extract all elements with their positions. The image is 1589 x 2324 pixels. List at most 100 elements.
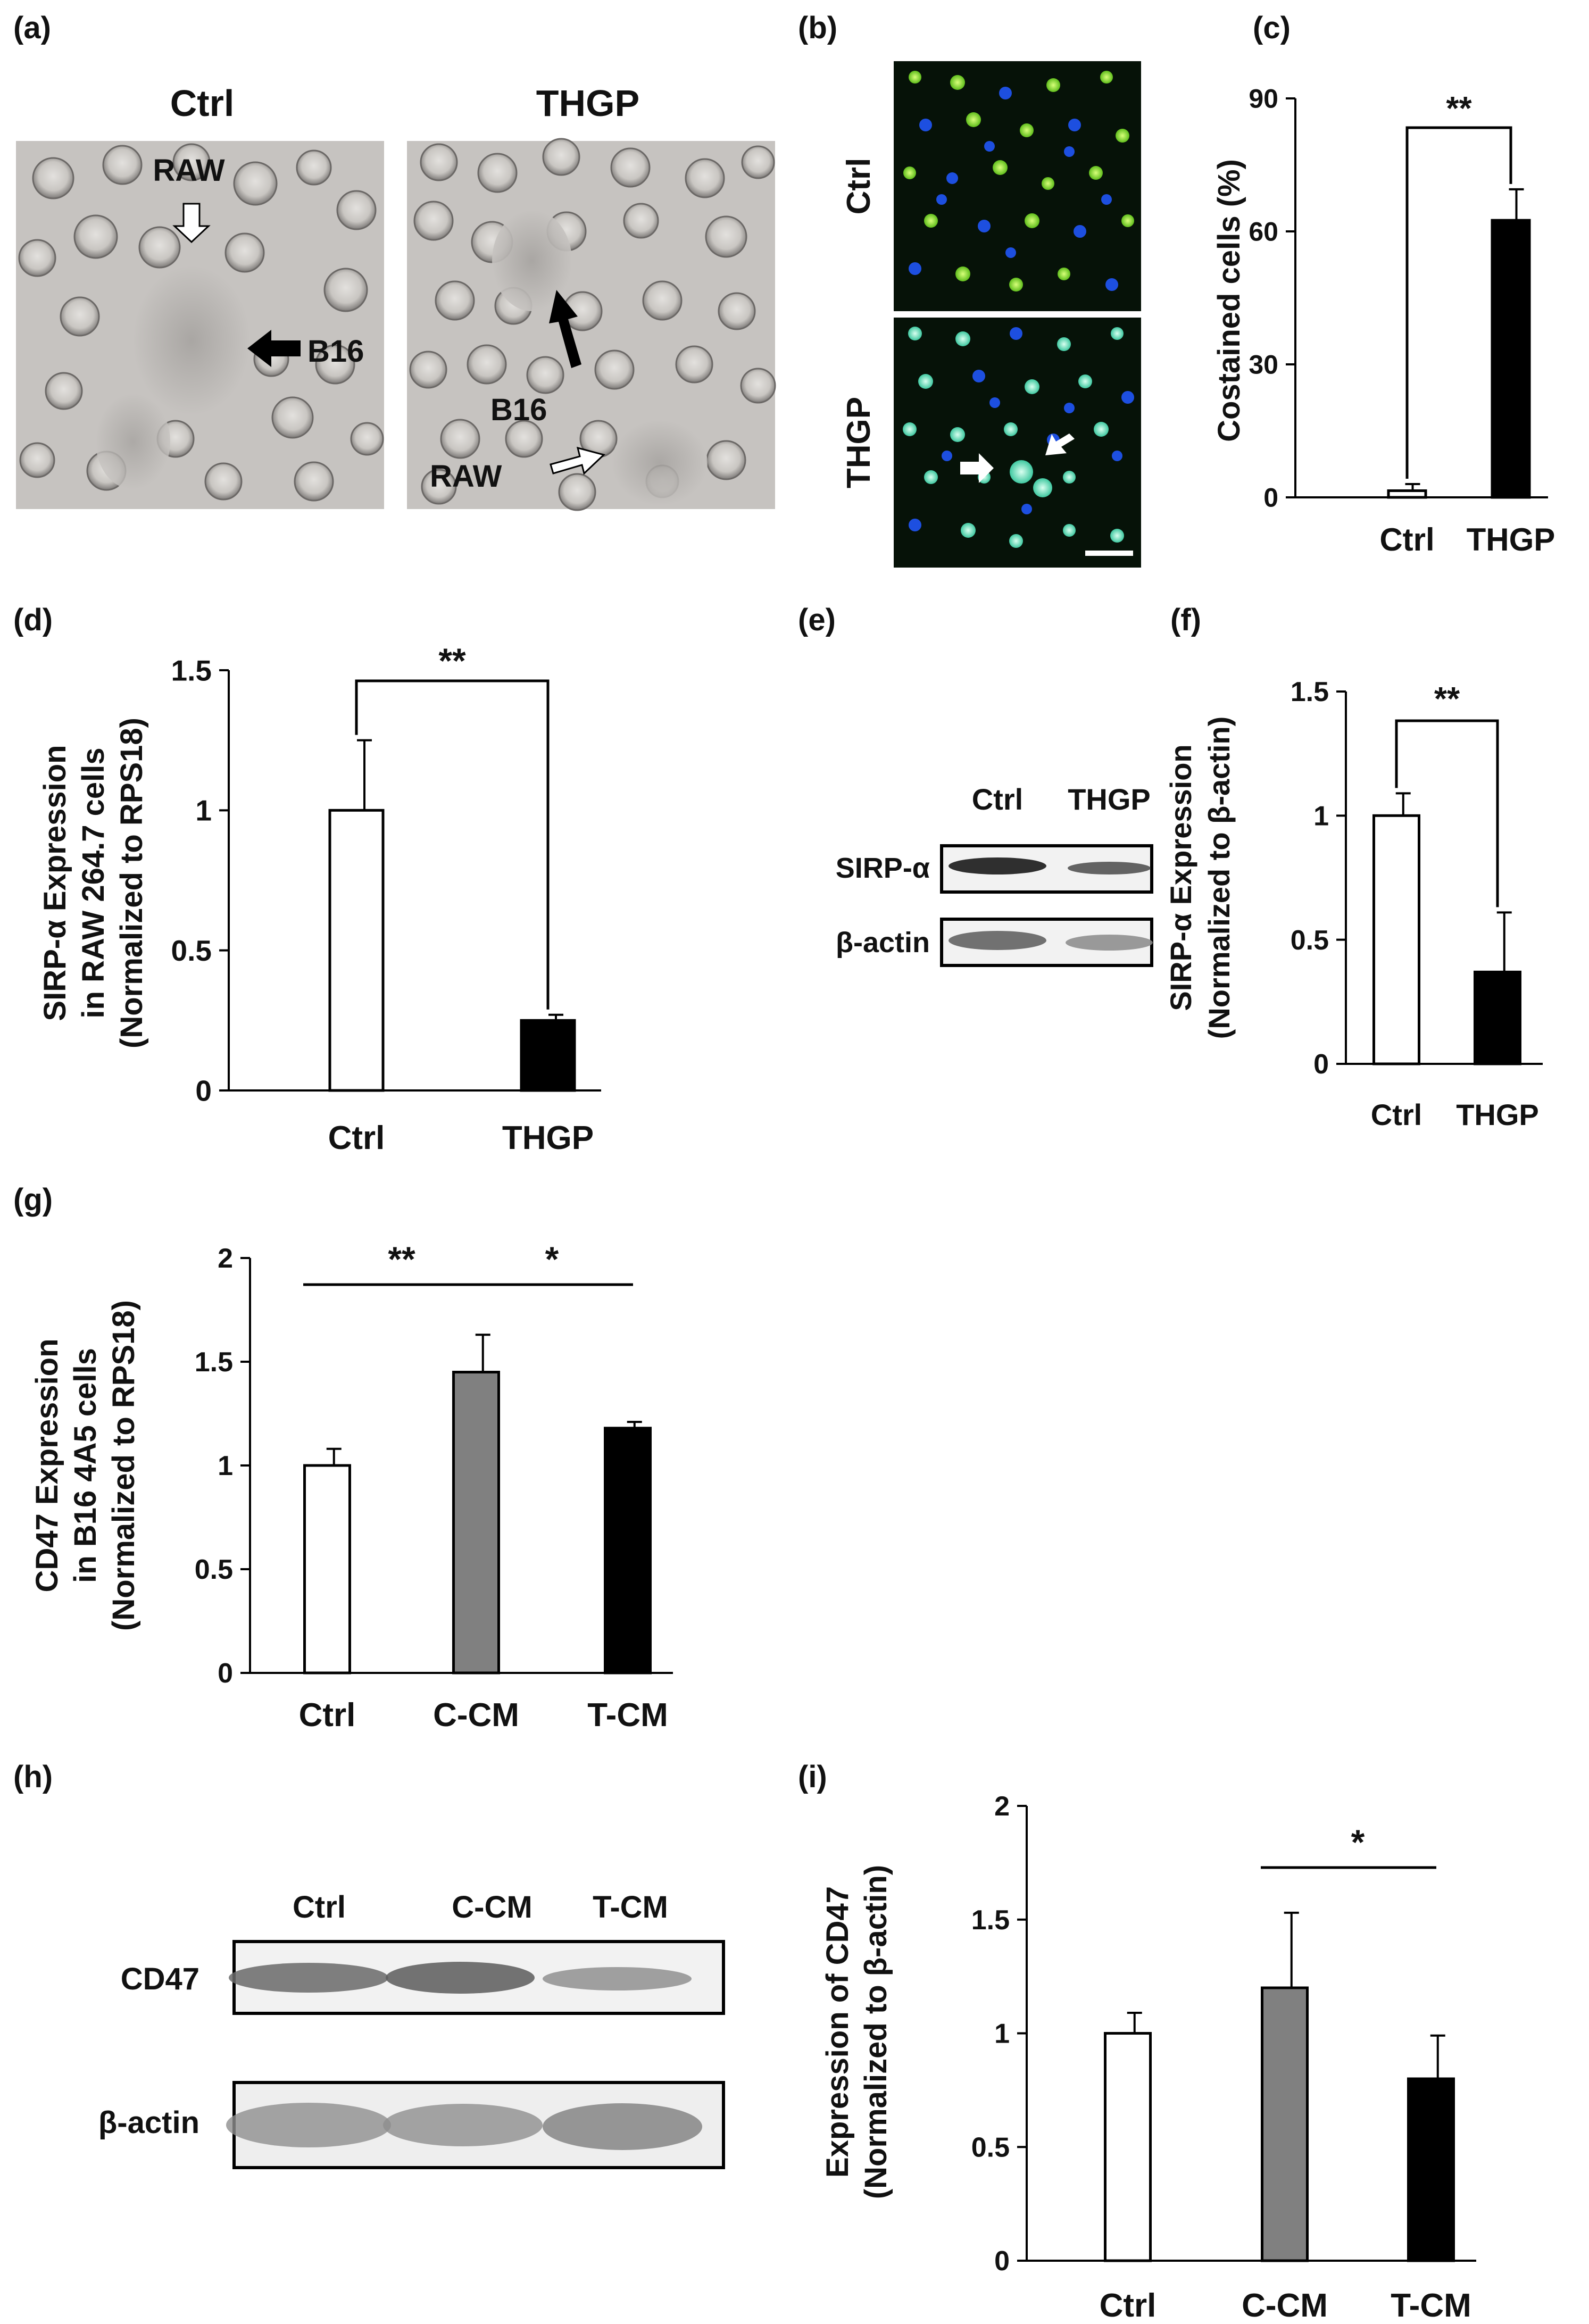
blot-h-row-actin: β-actin <box>98 2105 199 2140</box>
significance-label: * <box>545 1239 559 1279</box>
y-axis-label-line: Expression of CD47 <box>820 1886 855 2178</box>
raw-cell <box>505 420 543 458</box>
x-tick-label: Ctrl <box>1100 2287 1157 2324</box>
raw-cell <box>60 296 100 337</box>
x-tick-label: THGP <box>1467 522 1555 557</box>
raw-cell <box>336 190 377 230</box>
y-tick-label: 30 <box>1249 350 1278 380</box>
fluorescent-cell <box>1078 374 1092 388</box>
y-axis-label-line: (Normalized to β-actin) <box>1202 717 1236 1039</box>
x-tick-label: Ctrl <box>299 1697 356 1734</box>
y-tick-label: 0.5 <box>195 1554 233 1585</box>
fluorescent-cell <box>1025 213 1039 228</box>
fluorescent-cell <box>1009 278 1023 291</box>
panel-b-row-label-thgp: THGP <box>841 397 877 488</box>
raw-cell <box>233 161 278 206</box>
fluorescent-cell <box>1033 478 1052 497</box>
x-tick-label: T-CM <box>1391 2287 1471 2324</box>
raw-label-top: RAW <box>153 153 225 188</box>
significance-bracket <box>1395 719 1499 907</box>
raw-cell <box>623 203 659 239</box>
y-tick-label: 1 <box>195 794 212 827</box>
raw-cell <box>421 469 457 505</box>
western-blot-e <box>940 844 1153 967</box>
raw-cell <box>435 280 475 321</box>
raw-cell <box>32 157 74 199</box>
y-tick-label: 0.5 <box>1291 925 1329 956</box>
raw-cell <box>172 143 211 181</box>
raw-cell <box>420 143 458 181</box>
raw-cell <box>296 149 332 186</box>
fluorescent-cell <box>918 374 933 389</box>
raw-cell <box>706 440 746 480</box>
fluorescent-cell <box>950 75 965 90</box>
x-tick-label: Ctrl <box>1371 1098 1422 1131</box>
raw-cell <box>204 462 243 501</box>
black-arrow-icon <box>247 330 301 367</box>
chart-c: 0 30 60 90 Ctrl THGP ** Costained cells (%) <box>1212 84 1555 558</box>
raw-cell <box>18 239 56 277</box>
chart-d: 0 0.5 1 1.5 Ctrl THGP ** SIRP-α Expression in RA… <box>38 641 601 1156</box>
fluorescent-cell <box>1121 391 1134 404</box>
fluorescent-cell <box>999 87 1012 99</box>
y-tick-label: 1.5 <box>171 654 212 687</box>
raw-cell <box>19 442 55 478</box>
panel-d-letter: (d) <box>13 603 53 637</box>
chart-i: 0 0.5 1 1.5 2 Ctrl C-CM T-CM * Expression of CD47… <box>820 1791 1476 2324</box>
fluorescent-cell <box>984 141 995 152</box>
panel-b-row-label-ctrl: Ctrl <box>841 158 877 215</box>
fluorescent-cell <box>1094 422 1109 437</box>
blot-e-row-actin: β-actin <box>836 927 930 959</box>
y-axis-label-line: (Normalized to β-actin) <box>859 1865 893 2199</box>
fluorescent-cell <box>966 112 981 127</box>
significance-label: ** <box>1446 90 1472 127</box>
blot-e-lane-thgp: THGP <box>1068 782 1151 816</box>
raw-cell <box>138 226 181 269</box>
raw-cell <box>594 349 635 390</box>
white-arrow-icon <box>1045 434 1075 455</box>
raw-cell <box>102 145 143 185</box>
y-tick-label: 1 <box>994 2019 1010 2050</box>
raw-cell <box>542 138 580 176</box>
fluorescent-cell <box>1089 166 1103 180</box>
b16-cell-thgp <box>492 210 572 311</box>
raw-cell <box>315 344 355 385</box>
blot-h-row-cd47: CD47 <box>121 1962 199 1996</box>
y-tick-label: 0.5 <box>171 934 212 967</box>
cells-ctrl <box>18 143 384 502</box>
fluorescent-cell <box>978 220 991 232</box>
fluorescent-cell <box>950 427 965 442</box>
bar <box>1387 489 1427 499</box>
raw-cell <box>642 280 683 321</box>
raw-cell <box>294 461 334 502</box>
white-arrow-icon <box>550 446 605 475</box>
fluorescent-cell <box>909 71 921 84</box>
blot-h-lane-tcm: T-CM <box>593 1890 668 1925</box>
panel-h-letter: (h) <box>13 1760 53 1794</box>
y-axis-label-line: (Normalized to RPS18) <box>114 718 149 1048</box>
fluorescent-cell <box>908 327 922 340</box>
raw-cell <box>73 214 118 259</box>
panel-a-left-title: Ctrl <box>170 82 235 124</box>
raw-cell <box>685 158 725 198</box>
fluorescent-cell <box>1116 129 1129 143</box>
fluorescent-cell <box>903 422 917 436</box>
x-tick-label: Ctrl <box>328 1120 385 1156</box>
panel-i-letter: (i) <box>798 1760 827 1794</box>
raw-cell <box>526 356 564 394</box>
fluorescent-cell <box>909 519 921 531</box>
panel-c-letter: (c) <box>1253 11 1291 45</box>
y-tick-label: 0 <box>218 1658 233 1689</box>
y-axis-label-line: CD47 Expression <box>30 1338 64 1592</box>
fluorescent-cell <box>1110 529 1124 543</box>
panel-b-letter: (b) <box>798 11 837 45</box>
panel-e-letter: (e) <box>798 603 836 637</box>
x-tick-label: THGP <box>502 1120 594 1156</box>
white-arrow-icon <box>960 453 994 483</box>
y-tick-label: 1 <box>1313 801 1329 832</box>
bar <box>452 1371 500 1675</box>
x-tick-label: C-CM <box>1242 2287 1328 2324</box>
fluorescent-cell <box>1063 471 1076 484</box>
fluorescent-cell <box>909 262 921 275</box>
